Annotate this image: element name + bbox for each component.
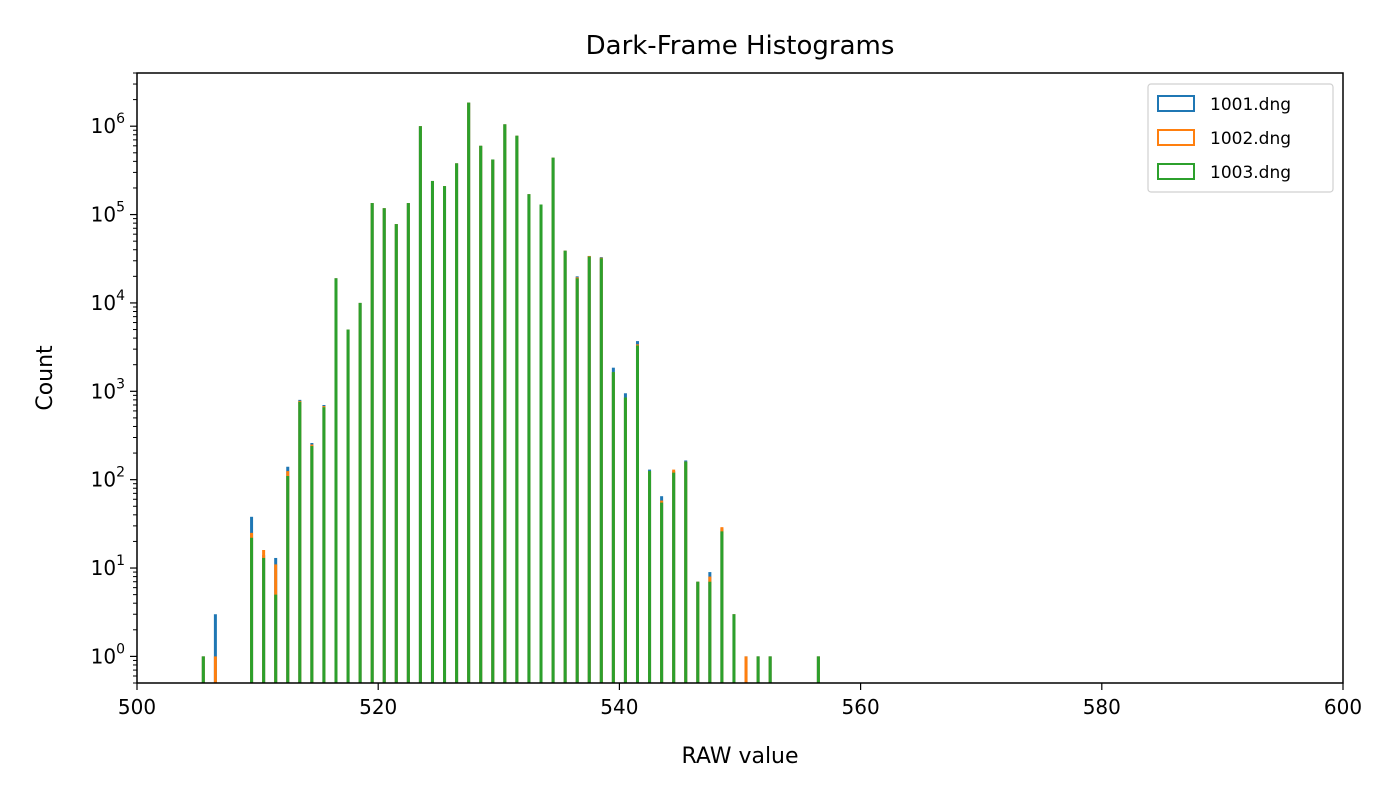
histogram-bar xyxy=(756,656,760,683)
histogram-bar xyxy=(648,471,652,683)
histogram-bar xyxy=(443,186,447,683)
histogram-bar xyxy=(370,203,374,684)
legend-swatch xyxy=(1157,129,1195,146)
histogram-bar xyxy=(575,278,579,683)
histogram-bar xyxy=(406,203,410,684)
chart-title: Dark-Frame Histograms xyxy=(586,31,895,61)
histogram-bar xyxy=(298,401,302,683)
histogram-bar xyxy=(201,656,205,683)
histogram-bar xyxy=(816,656,820,683)
histogram-bar xyxy=(418,126,422,683)
x-tick-label: 560 xyxy=(842,695,880,719)
histogram-bar xyxy=(732,614,736,683)
histogram-bar xyxy=(430,180,434,683)
histogram-bar xyxy=(250,537,254,683)
y-tick-label: 106 xyxy=(91,111,125,138)
x-tick-label: 580 xyxy=(1083,695,1121,719)
histogram-bar xyxy=(213,614,217,683)
plot-frame xyxy=(136,72,1344,684)
x-axis: 500 520 540 560 580 600 xyxy=(118,683,1362,719)
histogram-bar xyxy=(635,345,639,683)
x-tick-label: 600 xyxy=(1324,695,1362,719)
histogram-bar xyxy=(286,476,290,683)
legend-label: 1002.dng xyxy=(1210,129,1291,149)
x-tick-label: 520 xyxy=(359,695,397,719)
histogram-bar xyxy=(262,557,266,683)
legend-swatch xyxy=(1157,163,1195,180)
histogram-bar xyxy=(768,656,772,683)
histogram-bar xyxy=(310,446,314,683)
histogram-bar xyxy=(503,124,507,683)
histogram-bar xyxy=(358,302,362,683)
legend-label: 1003.dng xyxy=(1210,163,1291,183)
y-tick-label: 103 xyxy=(91,376,125,403)
histogram-bar xyxy=(382,208,386,683)
histogram-bar xyxy=(708,581,712,683)
histogram-bar xyxy=(455,163,459,683)
histogram-bar xyxy=(563,250,567,683)
histogram-bar xyxy=(467,102,471,684)
y-axis: 100 101 102 103 104 105 106 xyxy=(91,72,137,684)
histogram-bar xyxy=(611,372,615,683)
histogram-bar xyxy=(696,581,700,683)
histogram-bar xyxy=(515,135,519,684)
histogram-bar xyxy=(527,194,531,683)
histogram-bar xyxy=(660,502,664,683)
histogram-bar xyxy=(346,329,350,683)
histogram-bar xyxy=(539,204,543,683)
histogram-bar xyxy=(744,656,748,683)
legend: 1001.dng 1002.dng 1003.dng xyxy=(1147,83,1334,193)
histogram-bar xyxy=(334,278,338,683)
histogram-bar xyxy=(720,531,724,683)
legend-label: 1001.dng xyxy=(1210,95,1291,115)
histogram-bar xyxy=(491,159,495,684)
histogram-bar xyxy=(551,157,555,683)
histogram-bar xyxy=(394,224,398,683)
histogram-bar xyxy=(274,594,278,683)
histogram-bar xyxy=(623,397,627,683)
histogram-bar xyxy=(479,145,483,683)
y-tick-label: 100 xyxy=(91,641,125,668)
x-tick-label: 540 xyxy=(600,695,638,719)
histogram-bar xyxy=(587,256,591,683)
histogram-bar xyxy=(213,656,217,683)
legend-swatch xyxy=(1157,95,1195,112)
histogram-bar xyxy=(322,407,326,683)
x-tick-label: 500 xyxy=(118,695,156,719)
histogram-bar xyxy=(684,461,688,683)
y-axis-label: Count xyxy=(33,345,58,411)
y-tick-label: 101 xyxy=(91,553,125,580)
y-tick-label: 102 xyxy=(91,465,125,492)
y-tick-label: 104 xyxy=(91,288,125,315)
y-tick-label: 105 xyxy=(91,200,125,227)
histogram-bar xyxy=(599,258,603,683)
histogram-bar xyxy=(672,472,676,683)
x-axis-label: RAW value xyxy=(681,744,798,769)
bars-group xyxy=(201,102,820,684)
